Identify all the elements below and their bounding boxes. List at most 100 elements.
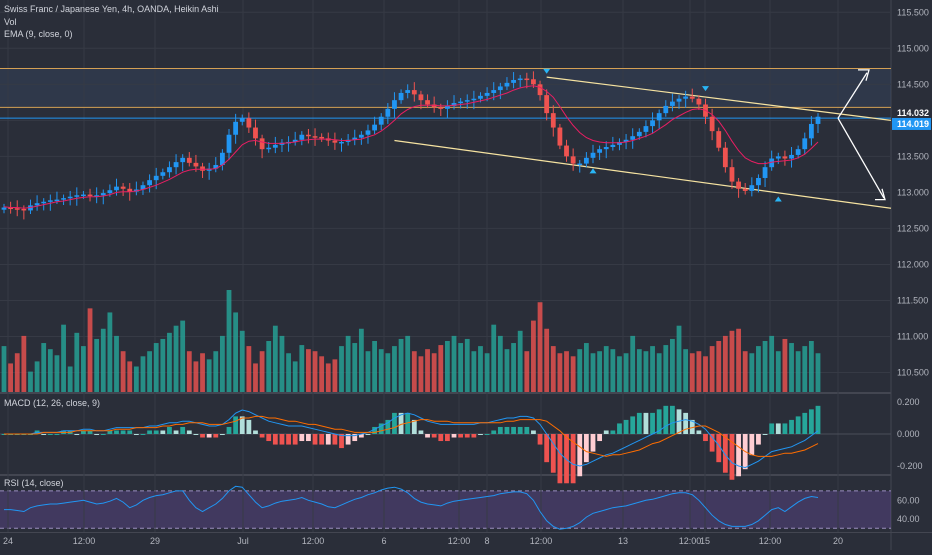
macd-histogram-bar (623, 419, 629, 434)
macd-histogram-bar (802, 412, 808, 434)
macd-histogram-bar (239, 416, 245, 434)
bull-candle (458, 101, 464, 104)
macd-histogram-bar (749, 434, 755, 456)
bull-candle (491, 90, 497, 93)
volume-bar (81, 346, 86, 392)
macd-histogram-bar (392, 412, 397, 434)
bull-candle (114, 186, 119, 191)
macd-histogram-bar (478, 434, 483, 435)
volume-bar (147, 351, 152, 392)
bull-candle (511, 79, 516, 83)
macd-histogram-bar (94, 434, 100, 435)
volume-bar (127, 361, 133, 392)
bull-candle (478, 95, 483, 99)
bear-candle (570, 156, 576, 164)
volume-bar (438, 345, 444, 392)
macd-histogram-bar (656, 409, 662, 434)
bull-candle (484, 92, 490, 96)
macd-histogram-bar (683, 412, 689, 434)
price-tick-label: 110.500 (897, 368, 929, 378)
time-tick-label: 12:00 (759, 536, 782, 546)
time-tick-label: 12:00 (302, 536, 325, 546)
volume-bar (537, 302, 543, 392)
volume-bar (266, 341, 272, 392)
bull-candle (219, 152, 225, 166)
volume-bar (425, 349, 430, 392)
arrow-up-head (858, 69, 870, 81)
macd-histogram-bar (722, 434, 728, 473)
macd-tick-label: 0.200 (897, 397, 920, 407)
volume-bar (206, 359, 212, 392)
volume-bar (623, 353, 629, 392)
bear-candle (425, 100, 430, 105)
bull-candle (577, 163, 583, 166)
bull-candle (603, 147, 609, 150)
bull-candle (299, 134, 305, 140)
last-price-box (892, 117, 931, 130)
macd-histogram-bar (213, 434, 219, 438)
volume-bar (471, 351, 477, 392)
volume-bar (332, 359, 338, 392)
bull-candle (663, 105, 669, 114)
volume-bar (451, 335, 457, 392)
macd-histogram-bar (484, 434, 490, 435)
bull-candle (623, 139, 629, 142)
macd-histogram-bar (689, 419, 695, 434)
macd-histogram-bar (769, 423, 775, 434)
volume-bar (114, 335, 119, 392)
macd-histogram-bar (550, 434, 556, 473)
volume-bar (524, 351, 530, 392)
macd-histogram-bar (193, 434, 199, 435)
bull-candle (372, 124, 378, 131)
bear-candle (438, 107, 444, 109)
swing-high-marker (701, 86, 709, 92)
volume-bar (636, 349, 642, 392)
legend-symbol: Swiss Franc / Japanese Yen, 4h, OANDA, H… (4, 4, 219, 14)
bear-candle (418, 94, 424, 101)
bull-candle (597, 149, 603, 153)
volume-bar (583, 343, 589, 392)
volume-bar (709, 346, 715, 392)
bull-candle (670, 101, 675, 106)
macd-histogram-bar (703, 434, 708, 442)
volume-bar (186, 351, 192, 392)
macd-histogram-bar (127, 430, 133, 434)
time-tick-label: 29 (150, 536, 160, 546)
bull-candle (352, 137, 358, 140)
macd-histogram-bar (775, 423, 781, 434)
volume-bar (100, 328, 106, 392)
macd-histogram-bar (153, 430, 159, 434)
macd-histogram-bar (564, 434, 569, 484)
volume-bar (226, 290, 232, 392)
bear-candle (696, 98, 702, 105)
volume-bar (67, 366, 73, 392)
macd-histogram-bar (610, 430, 616, 434)
volume-bar (21, 335, 27, 392)
macd-histogram-bar (180, 426, 186, 434)
macd-histogram-bar (200, 434, 205, 438)
macd-histogram-bar (120, 430, 126, 434)
price-tick-label: 114.500 (897, 79, 929, 89)
volume-bar (590, 353, 596, 392)
volume-bar (650, 346, 655, 392)
volume-bar (319, 356, 325, 392)
macd-histogram-bar (451, 434, 457, 438)
bull-candle (100, 193, 106, 196)
bull-candle (266, 147, 272, 150)
macd-histogram-bar (636, 412, 642, 434)
volume-bar (120, 351, 126, 392)
volume-bar (722, 335, 728, 392)
bull-candle (61, 198, 66, 200)
bull-candle (153, 175, 159, 181)
volume-bar (464, 338, 470, 392)
macd-histogram-bar (617, 423, 622, 434)
volume-bar (716, 341, 722, 392)
bull-candle (643, 126, 649, 132)
bear-candle (127, 188, 133, 192)
macd-histogram-bar (471, 434, 477, 438)
bull-candle (444, 105, 450, 109)
price-tick-label: 112.000 (897, 259, 929, 269)
